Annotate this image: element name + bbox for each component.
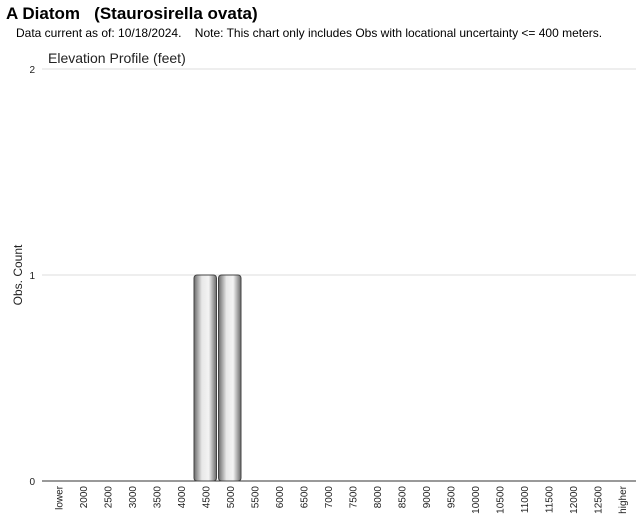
x-tick-label: 8000 (373, 486, 384, 509)
x-tick-label: 8500 (397, 486, 408, 509)
x-tick-label: 2500 (103, 486, 114, 509)
x-tick-label: 5500 (250, 486, 261, 509)
x-tick-label: higher (618, 485, 629, 513)
bar-5000 (218, 274, 242, 482)
x-tick-label: 11500 (544, 486, 555, 514)
y-tick-labels: 0 1 2 (29, 65, 35, 488)
scientific-name: (Staurosirella ovata) (94, 4, 258, 23)
bars (193, 274, 242, 482)
chart-title: Elevation Profile (feet) (48, 50, 186, 66)
common-name: A Diatom (6, 4, 80, 23)
x-tick-label: 11000 (520, 486, 531, 514)
x-tick-label: 5000 (226, 486, 237, 509)
y-tick-label: 1 (29, 271, 35, 282)
x-tick-label: 12000 (569, 486, 580, 514)
x-tick-label: 3500 (152, 486, 163, 509)
x-tick-label: 10500 (495, 486, 506, 514)
x-tick-label: 12500 (593, 486, 604, 514)
x-tick-label: 2000 (79, 486, 90, 509)
chart-header: A Diatom (Staurosirella ovata) (6, 4, 258, 24)
x-tick-label: 4500 (201, 486, 212, 509)
gridlines (42, 68, 636, 482)
y-tick-label: 2 (29, 65, 35, 76)
x-tick-label: 4000 (177, 486, 188, 509)
x-tick-label: lower (54, 485, 65, 510)
x-tick-label: 6000 (275, 486, 286, 509)
data-note: Data current as of: 10/18/2024. Note: Th… (16, 26, 602, 40)
x-tick-label: 7000 (324, 486, 335, 509)
bar-4500 (193, 274, 217, 482)
x-tick-label: 6500 (299, 486, 310, 509)
x-tick-label: 3000 (128, 486, 139, 509)
x-tick-label: 9500 (446, 486, 457, 509)
y-axis-label: Obs. Count (11, 244, 25, 305)
x-tick-label: 7500 (348, 486, 359, 509)
x-tick-label: 9000 (422, 486, 433, 509)
x-tick-label: 10000 (471, 486, 482, 514)
x-tick-labels: lower 2000 2500 3000 3500 4000 4500 5000 5500 600… (54, 485, 629, 513)
data-current-text: Data current as of: 10/18/2024. (16, 26, 182, 40)
uncertainty-note: Note: This chart only includes Obs with … (194, 26, 603, 40)
y-tick-label: 0 (29, 477, 35, 488)
